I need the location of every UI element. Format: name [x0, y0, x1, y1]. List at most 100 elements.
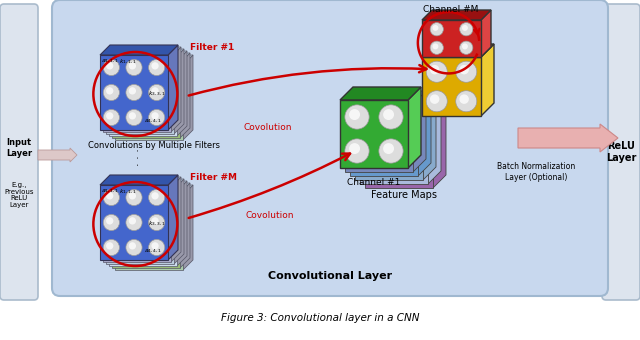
- Bar: [109, 61, 177, 136]
- Circle shape: [148, 109, 164, 125]
- FancyArrow shape: [38, 148, 77, 162]
- Polygon shape: [350, 95, 431, 108]
- Text: $k_{1,1,1}$: $k_{1,1,1}$: [119, 58, 137, 66]
- Circle shape: [430, 41, 444, 54]
- Circle shape: [103, 215, 120, 231]
- Circle shape: [106, 217, 113, 224]
- Bar: [112, 193, 180, 268]
- Circle shape: [103, 59, 120, 75]
- Circle shape: [456, 91, 477, 112]
- Circle shape: [152, 242, 159, 250]
- Circle shape: [379, 105, 403, 129]
- Polygon shape: [365, 107, 446, 120]
- Polygon shape: [422, 44, 494, 57]
- Text: Channel #M: Channel #M: [423, 5, 479, 14]
- Bar: [422, 20, 481, 57]
- Polygon shape: [183, 185, 193, 270]
- Circle shape: [126, 239, 142, 256]
- Circle shape: [129, 242, 136, 250]
- Circle shape: [383, 143, 394, 154]
- Polygon shape: [355, 99, 436, 112]
- Polygon shape: [174, 179, 184, 264]
- Polygon shape: [171, 47, 181, 132]
- Circle shape: [106, 87, 113, 95]
- Circle shape: [126, 215, 142, 231]
- Polygon shape: [177, 51, 187, 136]
- Polygon shape: [103, 177, 181, 187]
- Circle shape: [460, 23, 473, 36]
- Circle shape: [103, 239, 120, 256]
- Circle shape: [126, 84, 142, 101]
- Circle shape: [106, 62, 113, 69]
- Circle shape: [460, 41, 473, 54]
- Polygon shape: [423, 99, 436, 180]
- Text: Filter #M: Filter #M: [190, 173, 237, 182]
- Polygon shape: [171, 177, 181, 262]
- Polygon shape: [109, 181, 187, 191]
- Text: Covolution: Covolution: [246, 211, 294, 220]
- FancyBboxPatch shape: [602, 4, 640, 300]
- Bar: [112, 63, 180, 138]
- Polygon shape: [418, 95, 431, 176]
- Polygon shape: [481, 44, 494, 116]
- Circle shape: [103, 189, 120, 206]
- Circle shape: [129, 217, 136, 224]
- Circle shape: [152, 62, 159, 69]
- Text: Filter #1: Filter #1: [190, 43, 234, 52]
- Bar: [115, 195, 183, 270]
- Bar: [115, 65, 183, 140]
- Bar: [109, 191, 177, 266]
- Bar: [365, 120, 433, 188]
- Circle shape: [148, 215, 164, 231]
- Circle shape: [430, 23, 444, 36]
- Bar: [106, 189, 174, 264]
- Polygon shape: [360, 103, 441, 116]
- Polygon shape: [168, 45, 178, 130]
- Text: $k_{1,1,1}$: $k_{1,1,1}$: [119, 188, 137, 196]
- Circle shape: [148, 189, 164, 206]
- Text: · · ·: · · ·: [134, 148, 144, 166]
- Bar: [340, 100, 408, 168]
- Polygon shape: [180, 53, 190, 138]
- Bar: [355, 112, 423, 180]
- Polygon shape: [177, 181, 187, 266]
- Circle shape: [426, 91, 447, 112]
- Bar: [100, 55, 168, 130]
- Text: ReLU
Layer: ReLU Layer: [606, 141, 636, 163]
- Polygon shape: [428, 103, 441, 184]
- Circle shape: [152, 217, 159, 224]
- Circle shape: [126, 109, 142, 125]
- Polygon shape: [174, 49, 184, 134]
- Text: Figure 3: Convolutional layer in a CNN: Figure 3: Convolutional layer in a CNN: [221, 313, 419, 323]
- Circle shape: [345, 139, 369, 163]
- Text: $a_{4,4,1}$: $a_{4,4,1}$: [144, 248, 163, 255]
- Polygon shape: [100, 45, 178, 55]
- Polygon shape: [408, 87, 421, 168]
- FancyBboxPatch shape: [0, 4, 38, 300]
- Text: Feature Maps: Feature Maps: [371, 190, 437, 200]
- Text: Convolutional Layer: Convolutional Layer: [268, 271, 392, 281]
- Circle shape: [103, 109, 120, 125]
- Circle shape: [349, 143, 360, 154]
- Circle shape: [106, 192, 113, 200]
- Circle shape: [433, 44, 438, 49]
- Circle shape: [129, 112, 136, 120]
- Polygon shape: [112, 183, 190, 193]
- Circle shape: [148, 239, 164, 256]
- Polygon shape: [103, 47, 181, 57]
- Bar: [106, 59, 174, 134]
- Polygon shape: [168, 175, 178, 260]
- Circle shape: [129, 62, 136, 69]
- Circle shape: [349, 109, 360, 120]
- Bar: [422, 57, 481, 116]
- Polygon shape: [106, 49, 184, 59]
- Circle shape: [152, 87, 159, 95]
- Circle shape: [152, 192, 159, 200]
- FancyBboxPatch shape: [52, 0, 608, 296]
- Circle shape: [460, 95, 469, 104]
- Circle shape: [126, 59, 142, 75]
- Polygon shape: [115, 185, 193, 195]
- Polygon shape: [106, 179, 184, 189]
- Polygon shape: [109, 51, 187, 61]
- Polygon shape: [183, 55, 193, 140]
